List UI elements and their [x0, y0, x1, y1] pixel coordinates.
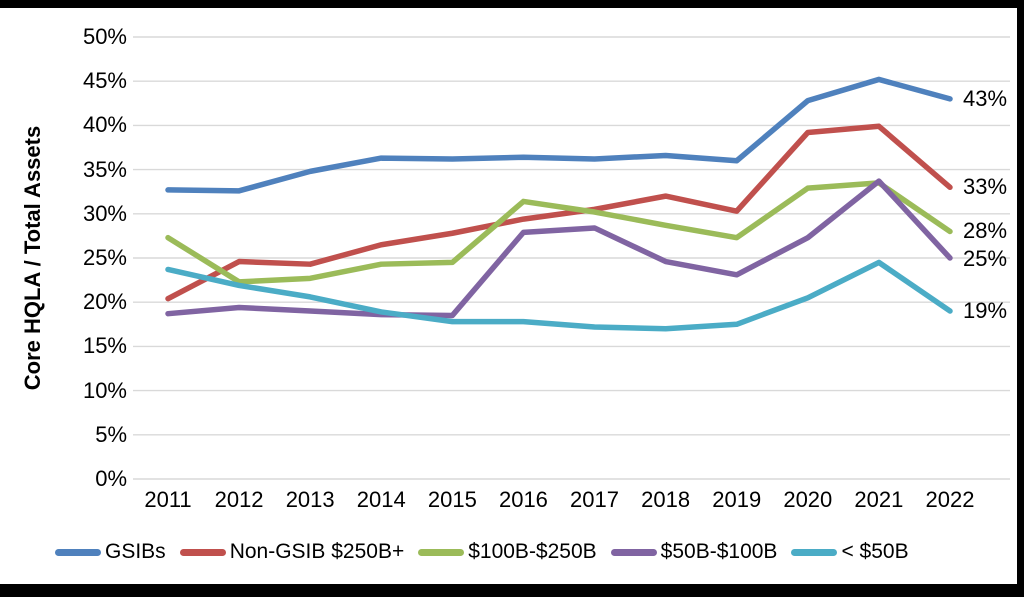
legend-item-non-gsib-250b: Non-GSIB $250B+ [179, 539, 405, 565]
y-tick-label: 0% [95, 466, 127, 491]
series-end-label-100b-250b: 28% [963, 218, 1008, 244]
y-tick-label: 50% [82, 24, 127, 49]
y-tick-label: 35% [82, 156, 127, 182]
series-line-50b [165, 259, 953, 332]
frame-border-top [0, 0, 1024, 8]
frame-border-bottom [0, 584, 1024, 597]
legend-swatch-50b-100b [610, 548, 657, 556]
x-tick-label: 2022 [925, 487, 975, 512]
x-tick-label: 2018 [641, 487, 691, 512]
y-tick-label: 30% [82, 200, 127, 226]
y-tick-label: 40% [82, 112, 127, 138]
x-tick-label: 2011 [144, 487, 192, 512]
series-end-label-gsibs: 43% [963, 85, 1008, 111]
y-axis-title: Core HQLA / Total Assets [20, 125, 45, 391]
legend-swatch-non-gsib-250b [179, 548, 226, 556]
y-tick-label: 5% [95, 421, 127, 447]
x-tick-label: 2012 [214, 487, 264, 512]
legend-label: $100B-$250B [468, 540, 597, 563]
series-line-50b-100b [165, 178, 953, 319]
legend-swatch-100b-250b [418, 548, 465, 556]
x-tick-label: 2021 [854, 487, 904, 512]
x-tick-label: 2014 [356, 487, 406, 512]
series-line-gsibs [165, 76, 953, 194]
chart-legend: GSIBs Non-GSIB $250B+ $100B-$250B $50B-$100… [55, 538, 923, 566]
series-end-label-50b: 19% [963, 298, 1008, 324]
y-tick-label: 45% [82, 68, 127, 94]
series-line-non-gsib-250b [165, 123, 953, 302]
y-tick-label: 20% [82, 289, 127, 315]
series-end-label-non-gsib-250b: 33% [963, 174, 1008, 200]
series-line-100b-250b [165, 180, 953, 285]
legend-label: < $50B [841, 540, 909, 563]
x-tick-label: 2019 [712, 487, 762, 512]
x-tick-label: 2015 [427, 487, 477, 512]
y-tick-label: 10% [82, 377, 127, 403]
series-end-label-50b-100b: 25% [963, 246, 1008, 272]
frame-border-right [1017, 0, 1024, 597]
legend-label: GSIBs [105, 540, 166, 563]
legend-swatch-50b [791, 548, 838, 556]
x-tick-label: 2017 [570, 487, 620, 512]
legend-item-50b: < $50B [791, 539, 909, 565]
legend-item-gsibs: GSIBs [55, 539, 166, 565]
x-tick-label: 2013 [285, 487, 335, 512]
legend-item-100b-250b: $100B-$250B [418, 539, 597, 565]
x-tick-label: 2016 [498, 487, 548, 512]
y-tick-label: 15% [82, 333, 127, 359]
legend-item-50b-100b: $50B-$100B [610, 539, 778, 565]
legend-label: $50B-$100B [660, 540, 778, 563]
y-tick-label: 25% [82, 245, 127, 270]
legend-label: Non-GSIB $250B+ [229, 540, 405, 563]
legend-swatch-gsibs [55, 548, 101, 556]
x-tick-label: 2020 [783, 487, 833, 512]
